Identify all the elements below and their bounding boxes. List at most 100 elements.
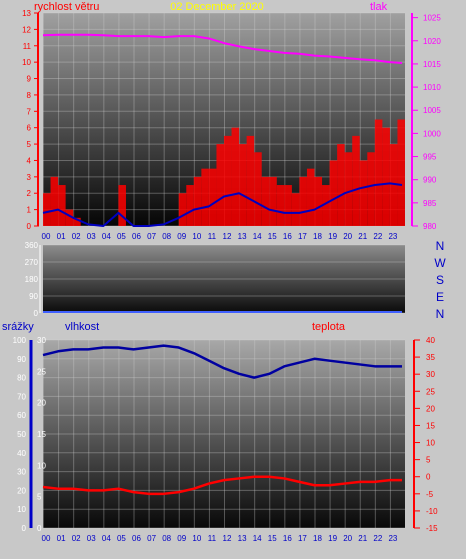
- wind-gust-bar: [389, 144, 398, 226]
- x-tick-label: 03: [87, 232, 96, 241]
- direction-compass-label: E: [436, 290, 444, 304]
- temperature-y-tick: 35: [426, 353, 435, 362]
- temperature-y-tick: -15: [426, 524, 438, 533]
- wind-y-tick: 3: [27, 173, 32, 182]
- rain-y-tick: 90: [17, 355, 26, 364]
- wind-gust-bar: [382, 127, 390, 226]
- direction-y-tick: 0: [34, 309, 39, 318]
- wind-y-tick: 2: [27, 189, 32, 198]
- x-tick-label: 12: [223, 232, 232, 241]
- pressure-y-tick: 1000: [423, 129, 441, 138]
- rain-y-tick: 0: [22, 524, 27, 533]
- rain-y-tick: 100: [13, 336, 27, 345]
- wind-gust-bar: [73, 217, 81, 226]
- wind-gust-bar: [261, 176, 270, 226]
- rain-y-tick: 10: [17, 505, 26, 514]
- wind-y-tick: 13: [22, 9, 31, 18]
- x-tick-label: 17: [298, 232, 307, 241]
- wind-gust-bar: [359, 160, 368, 226]
- pressure-y-tick: 980: [423, 222, 437, 231]
- wind-y-tick: 1: [27, 206, 32, 215]
- rain-y-tick: 80: [17, 374, 26, 383]
- x-tick-label: 18: [313, 534, 322, 543]
- wind-gust-bar: [224, 135, 232, 226]
- x-tick-label: 23: [388, 232, 397, 241]
- wind-gust-bar: [314, 176, 323, 226]
- wind-y-tick: 5: [27, 140, 32, 149]
- x-tick-label: 09: [177, 232, 186, 241]
- direction-compass-label: N: [436, 239, 445, 253]
- wind-gust-bar: [193, 176, 202, 226]
- x-tick-label: 20: [343, 232, 352, 241]
- temperature-y-tick: 10: [426, 439, 435, 448]
- x-tick-label: 11: [208, 534, 217, 543]
- temperature-line: [42, 475, 402, 496]
- tick-labels: 00 01 02 03 04 05 06 07 08 09 10 11 12 13 14 15 16 17 18 19…: [13, 9, 447, 543]
- humidity-axis-title: vlhkost: [65, 321, 99, 333]
- x-tick-label: 15: [268, 534, 277, 543]
- humidity-y-tick: 30: [37, 336, 46, 345]
- temperature-y-tick: 25: [426, 387, 435, 396]
- x-tick-label: 01: [57, 232, 66, 241]
- wind-gust-bar: [397, 119, 405, 226]
- pressure-y-tick: 995: [423, 153, 437, 162]
- wind-y-tick: 7: [27, 107, 32, 116]
- x-tick-label: 15: [268, 232, 277, 241]
- wind-y-tick: 8: [27, 91, 32, 100]
- wind-average-line: [42, 182, 403, 227]
- wind-y-tick: 0: [27, 222, 32, 231]
- rain-axis-title: srážky: [2, 321, 34, 333]
- wind-gust-bar: [291, 193, 300, 226]
- x-tick-label: 09: [177, 534, 186, 543]
- wind-gust-bar: [254, 152, 262, 226]
- wind-gust-bar: [246, 135, 255, 226]
- wind-gust-bar: [58, 185, 66, 226]
- direction-compass-label: W: [434, 256, 446, 270]
- wind-speed-axis-title: rychlost větru: [34, 1, 99, 13]
- wind-y-tick: 10: [22, 58, 31, 67]
- humidity-line: [42, 344, 402, 379]
- wind-gust-bar: [239, 144, 247, 226]
- humidity-y-tick: 0: [37, 524, 42, 533]
- wind-gust-bar: [231, 127, 240, 226]
- direction-y-tick: 180: [25, 275, 39, 284]
- direction-compass-label: N: [436, 307, 445, 321]
- pressure-axis-title: tlak: [370, 1, 388, 13]
- pressure-y-tick: 990: [423, 176, 437, 185]
- wind-y-tick: 11: [23, 42, 32, 51]
- wind-gust-bar: [208, 168, 217, 226]
- x-tick-label: 22: [373, 534, 382, 543]
- wind-gust-bar: [65, 209, 74, 226]
- pressure-line: [42, 33, 403, 65]
- wind-gust-bar: [178, 193, 187, 226]
- pressure-y-tick: 985: [423, 199, 437, 208]
- x-tick-label: 20: [343, 534, 352, 543]
- chart-date-title: 02 December 2020: [170, 1, 264, 13]
- rain-y-tick: 30: [17, 468, 26, 477]
- wind-y-tick: 4: [27, 156, 32, 165]
- wind-gust-bar: [118, 185, 126, 226]
- x-tick-label: 06: [132, 232, 141, 241]
- x-tick-label: 00: [42, 232, 51, 241]
- wind-gust-bar: [284, 185, 292, 226]
- x-tick-label: 10: [192, 534, 201, 543]
- x-tick-label: 14: [253, 534, 262, 543]
- pressure-y-tick: 1005: [423, 106, 441, 115]
- wind-gust-bar: [186, 185, 194, 226]
- humidity-y-tick: 15: [37, 430, 46, 439]
- humidity-y-tick: 10: [37, 461, 46, 470]
- x-tick-label: 05: [117, 232, 126, 241]
- wind-y-tick: 9: [27, 75, 32, 84]
- data-marks: [42, 33, 405, 496]
- temperature-y-tick: 0: [426, 473, 431, 482]
- x-tick-label: 06: [132, 534, 141, 543]
- wind-gust-bar: [329, 160, 338, 226]
- wind-gust-bar: [367, 152, 375, 226]
- climate-plot-area: [43, 340, 405, 528]
- wind-gust-bar: [374, 119, 383, 226]
- temperature-y-tick: 30: [426, 370, 435, 379]
- x-tick-label: 08: [162, 534, 171, 543]
- temperature-y-tick: -10: [426, 507, 438, 516]
